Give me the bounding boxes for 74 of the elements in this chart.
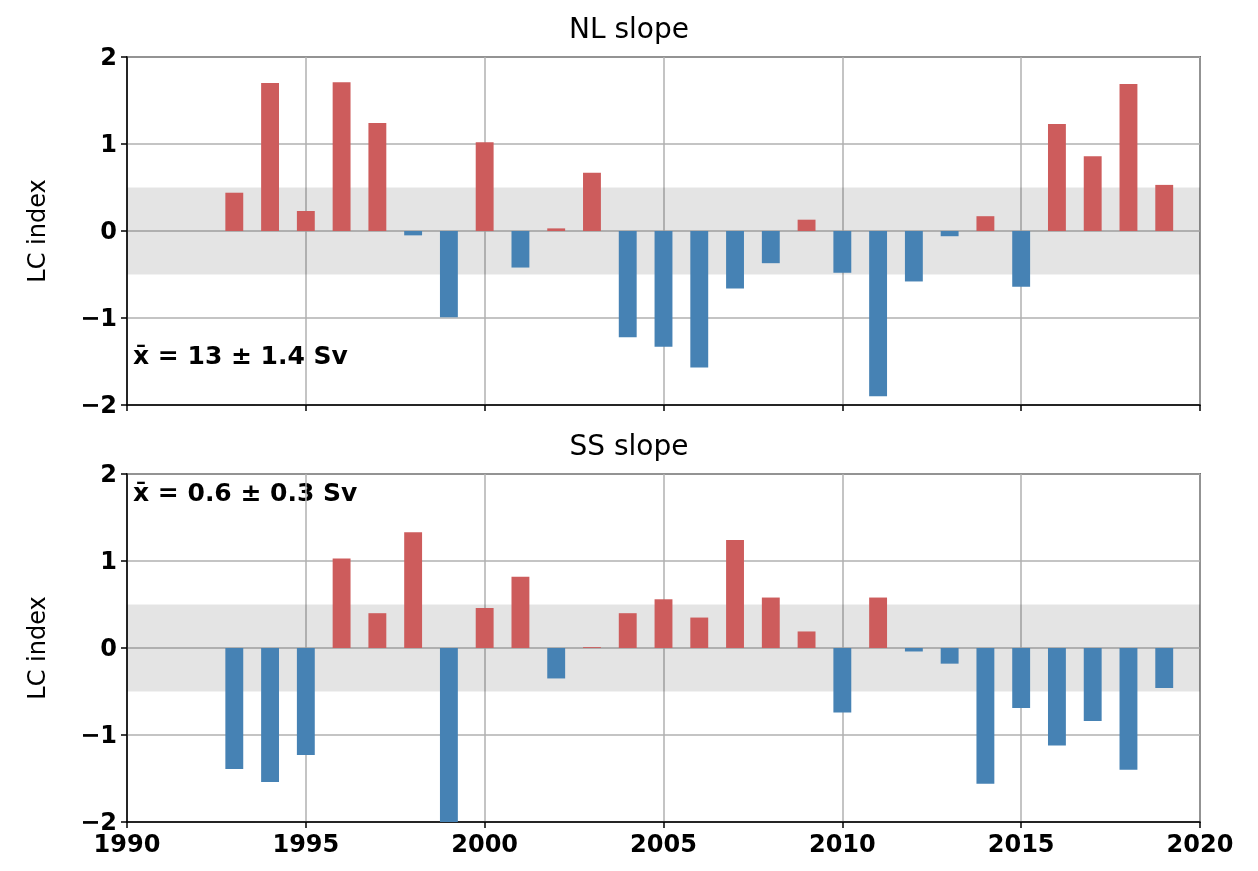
y-axis-title: LC index — [23, 596, 51, 700]
bar — [439, 231, 458, 318]
bar — [261, 83, 280, 231]
bar — [690, 231, 709, 368]
bar — [1083, 648, 1102, 722]
bar — [833, 648, 852, 713]
annotation: x̄ = 13 ± 1.4 Sv — [133, 341, 348, 370]
bar — [296, 648, 315, 756]
bar — [976, 216, 995, 231]
y-tick-label: −1 — [80, 304, 117, 332]
bar — [761, 597, 780, 648]
bar — [547, 228, 566, 231]
bar — [618, 231, 637, 338]
bar — [1119, 83, 1138, 231]
bar — [404, 532, 423, 648]
bar — [761, 231, 780, 264]
bar — [654, 599, 673, 648]
y-tick-label: 0 — [100, 634, 117, 662]
bar — [726, 231, 744, 289]
bar — [1047, 648, 1066, 746]
annotation: x̄ = 0.6 ± 0.3 Sv — [133, 478, 358, 507]
bar — [439, 648, 458, 822]
bar — [654, 231, 673, 347]
x-tick-label: 2010 — [808, 830, 876, 858]
bar — [690, 617, 709, 648]
y-tick-label: 1 — [100, 130, 117, 158]
bar — [332, 558, 351, 648]
bar — [976, 648, 995, 784]
bar — [511, 231, 530, 268]
bar — [368, 123, 387, 231]
bar — [869, 231, 888, 397]
bar — [940, 231, 959, 237]
bar — [475, 142, 494, 231]
bar — [940, 648, 959, 664]
bar — [833, 231, 852, 273]
bar — [475, 607, 494, 648]
y-tick-label: −2 — [80, 391, 117, 419]
bar — [511, 576, 530, 648]
x-tick-label: 2020 — [1166, 830, 1234, 858]
y-tick-label: 2 — [100, 43, 117, 71]
bar — [368, 613, 387, 648]
bar — [869, 597, 888, 648]
bar — [1012, 648, 1031, 709]
bar — [904, 231, 923, 282]
y-tick-label: 0 — [100, 217, 117, 245]
bar — [1119, 648, 1138, 770]
bar — [225, 192, 244, 231]
bar — [547, 648, 566, 679]
x-tick-label: 2005 — [630, 830, 697, 858]
bar — [1083, 156, 1102, 231]
bar — [797, 219, 816, 231]
y-tick-label: 1 — [100, 547, 117, 575]
y-axis-title: LC index — [23, 179, 51, 283]
bar — [296, 210, 315, 231]
x-tick-label: 1990 — [93, 830, 161, 858]
bar — [332, 82, 351, 231]
bar — [261, 648, 280, 782]
bar — [404, 231, 423, 236]
bar — [583, 172, 601, 231]
bar — [225, 648, 244, 769]
bar — [1047, 123, 1066, 231]
y-tick-label: 2 — [100, 460, 117, 488]
chart-title: NL slope — [569, 11, 689, 45]
y-tick-label: −1 — [80, 721, 117, 749]
x-tick-label: 2000 — [451, 830, 519, 858]
bar — [726, 540, 744, 648]
chart-title: SS slope — [569, 428, 689, 462]
bar — [618, 613, 637, 648]
x-tick-label: 1995 — [272, 830, 340, 858]
bar — [1012, 231, 1031, 287]
bar — [797, 631, 816, 648]
bar — [1155, 648, 1174, 689]
bar — [1155, 184, 1174, 231]
x-tick-label: 2015 — [987, 830, 1055, 858]
